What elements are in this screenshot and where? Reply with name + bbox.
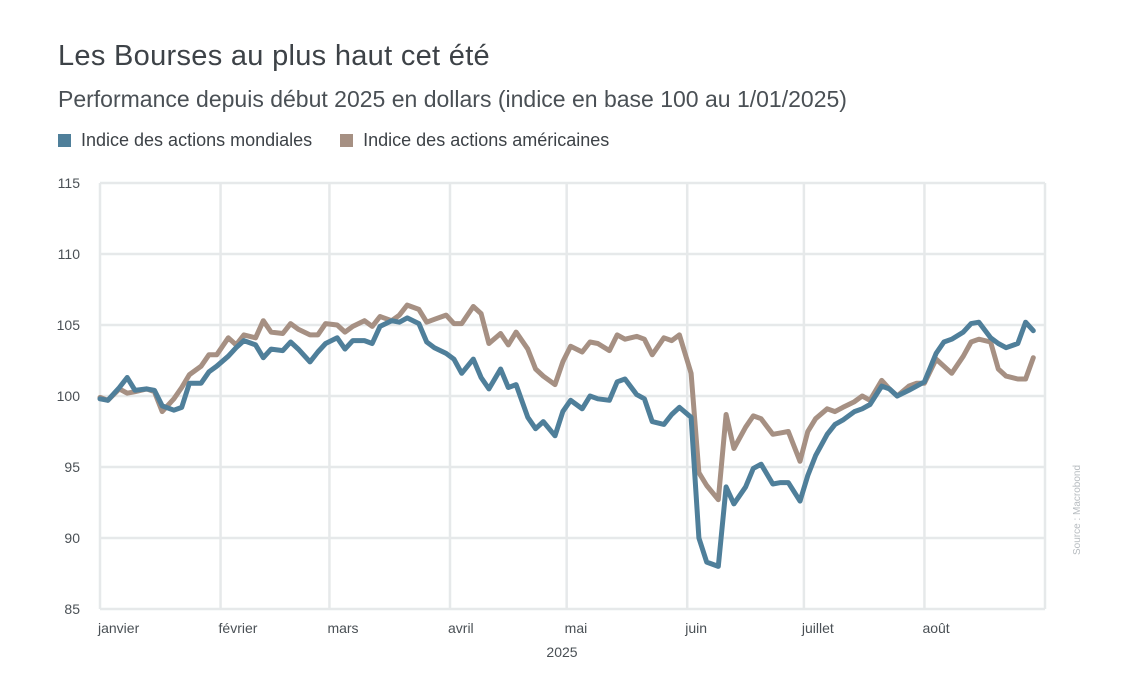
legend-label-us: Indice des actions américaines (363, 130, 610, 150)
series-group (97, 302, 1036, 569)
x-tick-label: janvier (97, 620, 140, 636)
x-axis-title: 2025 (546, 644, 577, 660)
x-tick-label: août (922, 620, 949, 636)
x-tick-label: mai (565, 620, 588, 636)
y-tick-label: 105 (57, 317, 81, 333)
y-tick-label: 110 (58, 246, 81, 262)
x-tick-label: février (219, 620, 258, 636)
y-tick-label: 95 (64, 459, 80, 475)
series-line-us (97, 302, 1036, 503)
x-tick-label: juin (684, 620, 707, 636)
legend: Indice des actions mondiales Indice des … (58, 130, 637, 151)
y-tick-label: 90 (64, 530, 80, 546)
grid (98, 181, 1047, 611)
legend-label-world: Indice des actions mondiales (81, 130, 313, 150)
y-tick-label: 85 (64, 601, 80, 617)
legend-swatch-world (58, 134, 71, 147)
y-tick-label: 100 (57, 388, 81, 404)
chart-title: Les Bourses au plus haut cet été (58, 40, 490, 72)
legend-item-us: Indice des actions américaines (340, 130, 609, 151)
legend-item-world: Indice des actions mondiales (58, 130, 312, 151)
x-axis: janvier février mars avril mai juin juillet aoû… (97, 620, 950, 636)
x-tick-label: avril (448, 620, 474, 636)
chart-subtitle: Performance depuis début 2025 en dollars… (58, 86, 847, 112)
x-tick-label: juillet (801, 620, 834, 636)
series-line-world (97, 315, 1036, 569)
y-tick-label: 115 (58, 175, 81, 191)
legend-swatch-us (340, 134, 354, 147)
x-tick-label: mars (327, 620, 358, 636)
source-note: Source : Macrobond (1072, 464, 1083, 555)
y-axis: 85 90 95 100 105 110 115 (57, 175, 81, 617)
